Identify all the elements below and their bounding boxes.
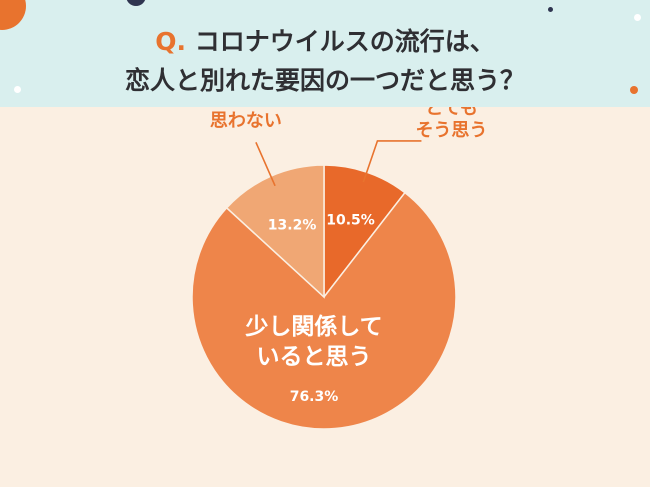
- question-text-1: コロナウイルスの流行は、: [194, 27, 495, 56]
- category-label-2-0: 思わない: [210, 110, 282, 131]
- decor-dot-small-4: [14, 86, 21, 93]
- category-label-0-1: そう思う: [415, 120, 487, 141]
- value-label-1: 76.3%: [290, 389, 339, 405]
- question-header: Q. コロナウイルスの流行は、 恋人と別れた要因の一つだと思う？: [0, 0, 650, 107]
- leader-line-0: [362, 140, 422, 183]
- decor-dot-small-1: [548, 7, 553, 12]
- decor-dot-small-3: [630, 86, 638, 94]
- category-label-1-0: 少し関係して: [244, 314, 382, 340]
- question-text-2: 恋人と別れた要因の一つだと思う？: [124, 66, 525, 95]
- value-label-2: 13.2%: [268, 218, 317, 234]
- leader-line-2: [255, 142, 276, 187]
- pie-slice-1: [191, 191, 457, 430]
- question-mark: Q.: [155, 27, 186, 56]
- category-label-1-1: いると思う: [257, 344, 372, 370]
- value-label-0: 10.5%: [326, 213, 375, 229]
- category-label-0-0: とても: [425, 107, 478, 119]
- question-line-1: Q. コロナウイルスの流行は、: [0, 22, 650, 58]
- decor-dot-small-2: [634, 14, 641, 21]
- decor-circle-navy: [126, 0, 146, 6]
- question-line-2: 恋人と別れた要因の一つだと思う？: [0, 61, 650, 97]
